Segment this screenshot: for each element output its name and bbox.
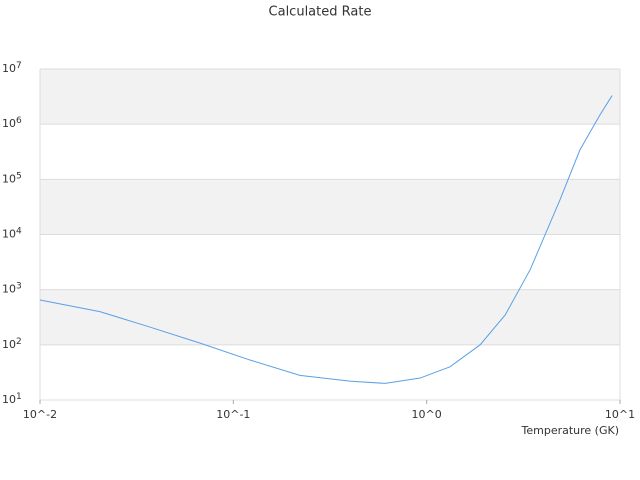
y-tick-exponent: 3 (16, 281, 22, 291)
y-tick-label: 104 (2, 226, 22, 241)
y-tick-exponent: 7 (16, 61, 22, 71)
line-series (39, 95, 613, 384)
x-tick-label: 10^0 (412, 408, 442, 421)
y-tick-label: 105 (2, 171, 22, 186)
y-tick-exponent: 5 (16, 171, 22, 181)
x-tick-label: 10^-2 (23, 408, 57, 421)
y-tick-label: 102 (2, 336, 22, 351)
chart-title: Calculated Rate (269, 5, 372, 20)
y-tick-label: 101 (2, 392, 22, 407)
grid-band (40, 289, 620, 345)
y-tick-base: 10 (2, 117, 16, 130)
y-tick-label: 106 (2, 116, 22, 130)
x-tick-label: 10^-1 (216, 408, 250, 421)
y-tick-base: 10 (2, 283, 16, 296)
y-tick-label: 103 (2, 281, 22, 296)
x-tick-label: 10^1 (605, 408, 635, 421)
y-tick-exponent: 2 (16, 336, 22, 346)
grid-band (40, 69, 620, 125)
y-tick-exponent: 6 (16, 116, 22, 126)
y-tick-label: 107 (2, 61, 22, 76)
y-tick-base: 10 (2, 172, 16, 185)
y-tick-exponent: 1 (16, 392, 22, 402)
y-tick-base: 10 (2, 338, 16, 351)
grid-band (40, 179, 620, 235)
y-tick-base: 10 (2, 228, 16, 241)
y-tick-exponent: 4 (16, 226, 22, 236)
x-axis-label: Temperature (GK) (521, 424, 620, 437)
y-tick-base: 10 (2, 393, 16, 406)
y-tick-base: 10 (2, 62, 16, 75)
